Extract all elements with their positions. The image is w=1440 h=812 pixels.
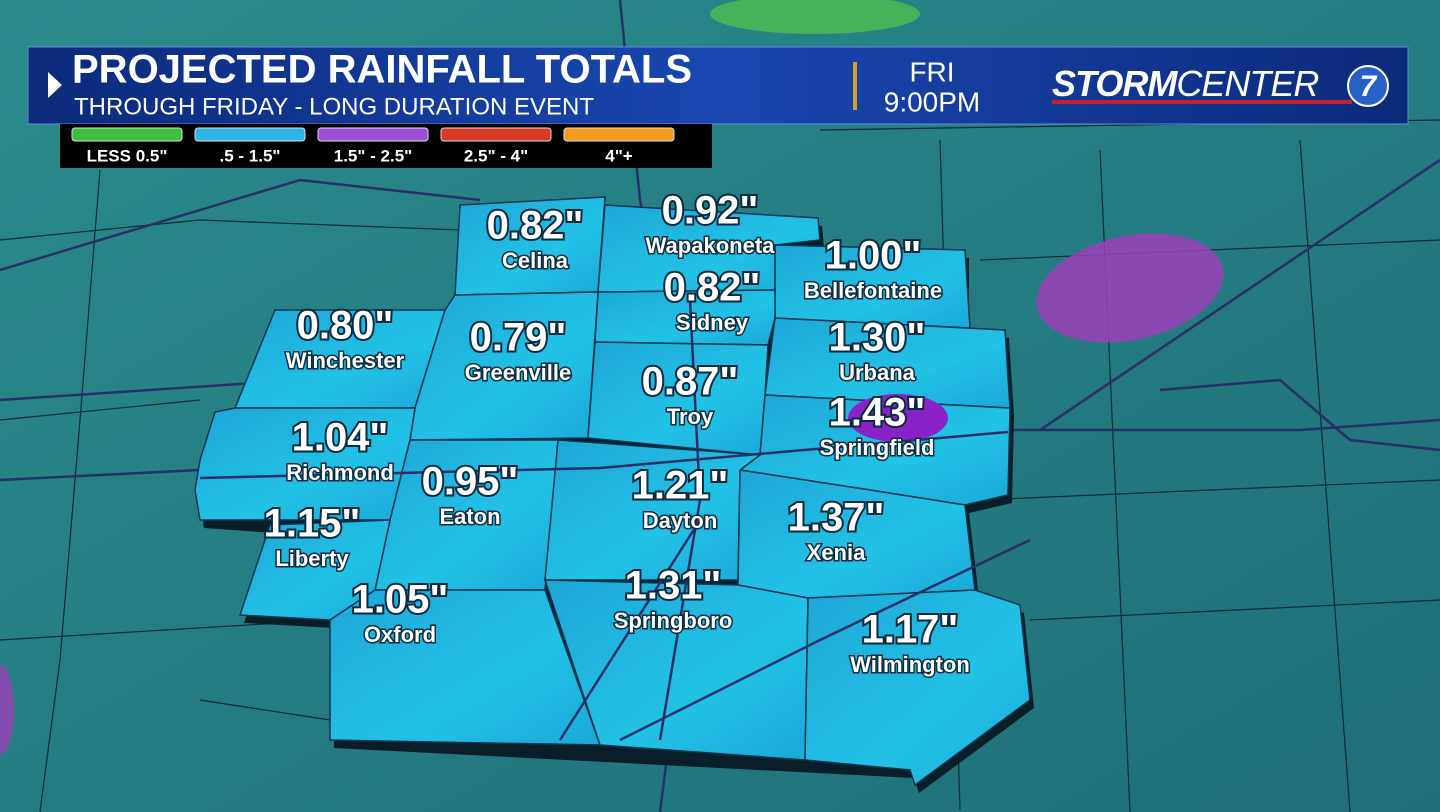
rain-amount: 0.82" bbox=[664, 266, 761, 310]
logo-number: 7 bbox=[1360, 70, 1378, 103]
legend-swatch bbox=[563, 127, 675, 142]
logo-bold: STORM bbox=[1052, 63, 1178, 104]
county-name: Bellefontaine bbox=[804, 278, 942, 303]
title: PROJECTED RAINFALL TOTALS bbox=[72, 48, 692, 92]
county-name: Wilmington bbox=[850, 652, 970, 677]
time: 9:00PM bbox=[884, 86, 981, 117]
legend-label: .5 - 1.5" bbox=[220, 146, 281, 165]
county-name: Celina bbox=[502, 248, 569, 273]
logo: STORMCENTER bbox=[1052, 63, 1318, 104]
rain-amount: 1.05" bbox=[352, 578, 449, 622]
legend-swatch bbox=[71, 127, 183, 142]
rain-amount: 0.95" bbox=[422, 460, 519, 504]
county-name: Richmond bbox=[286, 460, 394, 485]
county-name: Urbana bbox=[839, 360, 916, 385]
county-name: Wapakoneta bbox=[646, 233, 776, 258]
county-name: Eaton bbox=[439, 504, 500, 529]
county-name: Liberty bbox=[275, 546, 349, 571]
rain-amount: 1.00" bbox=[825, 234, 922, 278]
legend-label: LESS 0.5" bbox=[87, 146, 168, 165]
rain-amount: 1.43" bbox=[829, 391, 926, 435]
rain-amount: 1.31" bbox=[625, 564, 722, 608]
logo-light: CENTER bbox=[1176, 63, 1318, 104]
county-name: Troy bbox=[667, 404, 714, 429]
county-name: Winchester bbox=[286, 348, 405, 373]
county-name: Springfield bbox=[820, 435, 935, 460]
rain-amount: 0.87" bbox=[642, 360, 739, 404]
legend-label: 4"+ bbox=[605, 146, 633, 165]
legend-swatch bbox=[194, 127, 306, 142]
header-bar: PROJECTED RAINFALL TOTALS THROUGH FRIDAY… bbox=[27, 46, 1409, 125]
rain-amount: 0.92" bbox=[662, 189, 759, 233]
county-name: Greenville bbox=[465, 360, 571, 385]
county-name: Dayton bbox=[643, 508, 718, 533]
rain-amount: 1.04" bbox=[292, 416, 389, 460]
rain-amount: 0.79" bbox=[470, 316, 567, 360]
rain-amount: 0.82" bbox=[487, 204, 584, 248]
county-name: Oxford bbox=[364, 622, 436, 647]
county-name: Springboro bbox=[614, 608, 733, 633]
county-name: Sidney bbox=[676, 310, 749, 335]
rain-amount: 1.15" bbox=[264, 502, 361, 546]
rain-amount: 0.80" bbox=[297, 304, 394, 348]
legend: LESS 0.5" .5 - 1.5" 1.5" - 2.5" 2.5" - 4" 4"… bbox=[60, 124, 712, 168]
legend-swatch bbox=[440, 127, 552, 142]
rain-amount: 1.37" bbox=[788, 496, 885, 540]
county-name: Xenia bbox=[807, 540, 866, 565]
rain-amount: 1.21" bbox=[632, 464, 729, 508]
legend-label: 1.5" - 2.5" bbox=[334, 146, 413, 165]
legend-label: 2.5" - 4" bbox=[464, 146, 528, 165]
subtitle: THROUGH FRIDAY - LONG DURATION EVENT bbox=[74, 93, 594, 120]
legend-swatch bbox=[317, 127, 429, 142]
county-shapes bbox=[194, 196, 1034, 793]
rain-amount: 1.17" bbox=[862, 608, 959, 652]
day: FRI bbox=[909, 56, 954, 87]
rain-amount: 1.30" bbox=[829, 316, 926, 360]
